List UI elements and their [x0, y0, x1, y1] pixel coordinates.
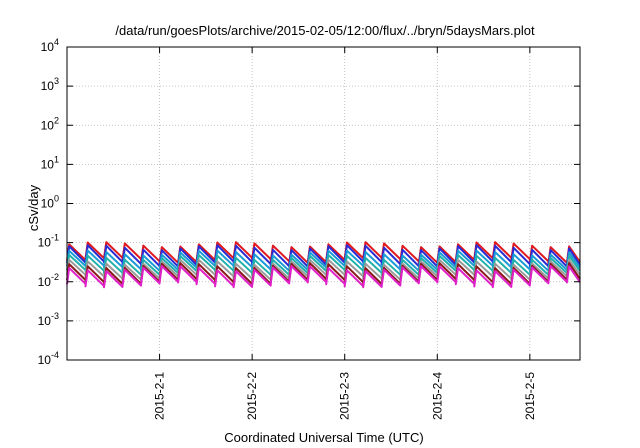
y-tick-label: 100	[41, 194, 59, 211]
plot-frame	[66, 46, 581, 361]
y-tick-label: 10-4	[38, 350, 59, 367]
y-tick-label: 10-3	[38, 311, 59, 328]
series-group	[66, 241, 581, 289]
x-tick-label: 2015-2-5	[523, 372, 537, 420]
grid	[67, 47, 580, 360]
y-tick-label: 103	[41, 76, 59, 93]
series-line	[66, 265, 581, 289]
x-tick-label: 2015-2-2	[245, 372, 259, 420]
y-tick-label: 10-1	[38, 233, 59, 250]
y-axis-label: cSv/day	[26, 184, 41, 231]
x-tick-label: 2015-2-4	[430, 372, 444, 420]
x-tick-label: 2015-2-3	[338, 372, 352, 420]
x-axis-label: Coordinated Universal Time (UTC)	[224, 430, 423, 445]
chart-title: /data/run/goesPlots/archive/2015-02-05/1…	[115, 23, 535, 38]
y-tick-label: 10-2	[38, 272, 59, 289]
y-tick-label: 101	[41, 154, 59, 171]
y-tick-label: 102	[41, 115, 59, 132]
y-axis: 10-4 10-3 10-2 10-1 100 101 102 103 104	[38, 37, 580, 367]
x-axis: 2015-2-1 2015-2-2 2015-2-3 2015-2-4 2015-2-5	[153, 47, 537, 420]
x-tick-label: 2015-2-1	[153, 372, 167, 420]
y-tick-label: 104	[41, 37, 59, 54]
